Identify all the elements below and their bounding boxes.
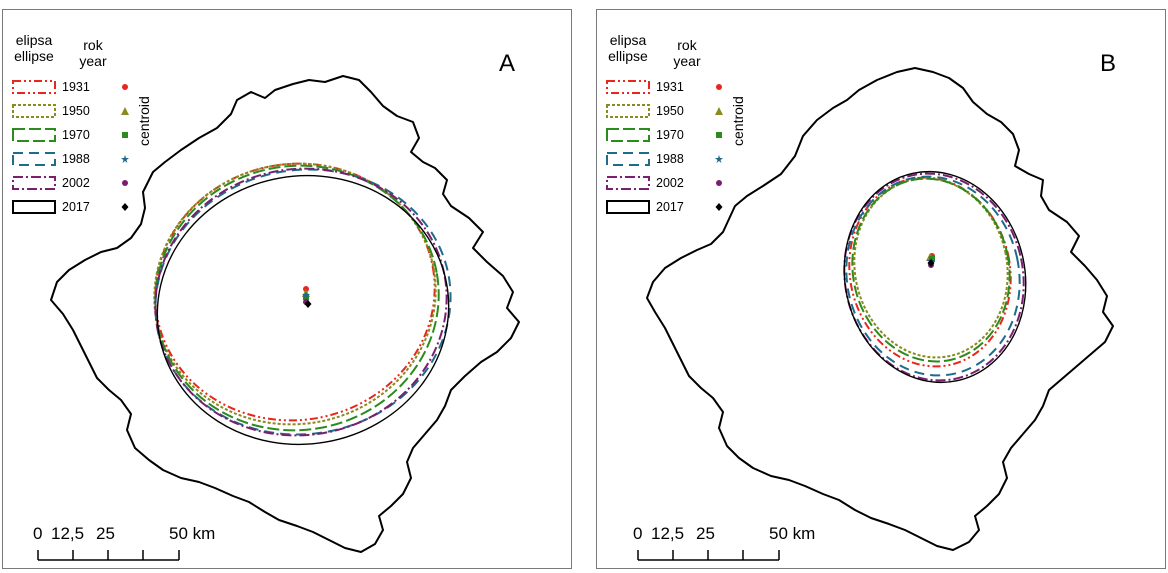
legend-entry-2002: 2002 <box>604 174 734 194</box>
legend-entry-2017: 2017 <box>10 198 140 218</box>
legend-header-ellipse: elipsa ellipse <box>604 32 652 64</box>
ellipse-2017 <box>136 153 470 468</box>
legend-header-year: rok year <box>662 37 712 69</box>
legend-centroid-marker <box>120 130 130 140</box>
legend-centroid-marker <box>714 154 724 164</box>
legend-header-year-en: year <box>662 53 712 69</box>
legend-centroid-label: centroid <box>730 96 746 146</box>
legend-swatch <box>10 174 58 192</box>
scale-bar: 0 12,5 25 50 km <box>633 524 803 564</box>
legend-header-year-cz: rok <box>662 37 712 53</box>
legend-centroid-marker <box>120 106 130 116</box>
legend-centroid-marker <box>120 82 130 92</box>
ellipse-1970 <box>836 164 1027 376</box>
legend-centroid-marker <box>714 130 724 140</box>
legend-entry-1970: 1970 <box>604 126 734 146</box>
ellipse-2002 <box>134 146 468 459</box>
legend-swatch <box>10 198 58 216</box>
legend-swatch <box>604 78 652 96</box>
legend-entry-1950: 1950 <box>604 102 734 122</box>
legend-year-label: 2017 <box>656 200 684 214</box>
scale-bar: 0 12,5 25 50 km <box>33 524 203 564</box>
legend-entry-1950: 1950 <box>10 102 140 122</box>
legend-entry-1970: 1970 <box>10 126 140 146</box>
legend-centroid-marker <box>120 154 130 164</box>
legend-header-ellipse-en: ellipse <box>10 48 58 64</box>
legend-year-label: 1950 <box>62 104 90 118</box>
legend-entry-1931: 1931 <box>604 78 734 98</box>
map-panel-a: A elipsa ellipse rok year 1931 1950 1970 19… <box>2 9 572 569</box>
legend-year-label: 1950 <box>656 104 684 118</box>
legend-centroid-marker <box>714 202 724 212</box>
legend-year-label: 2017 <box>62 200 90 214</box>
legend: elipsa ellipse rok year 1931 1950 1970 1988… <box>10 30 150 240</box>
legend-centroid-label: centroid <box>136 96 152 146</box>
legend-header-ellipse: elipsa ellipse <box>10 32 58 64</box>
ellipse-1970 <box>134 143 460 452</box>
legend-swatch <box>10 150 58 168</box>
legend-entry-2002: 2002 <box>10 174 140 194</box>
legend-swatch <box>10 126 58 144</box>
legend-header-year-en: year <box>68 53 118 69</box>
legend-centroid-marker <box>120 178 130 188</box>
legend-centroid-marker <box>714 106 724 116</box>
legend-entry-1988: 1988 <box>10 150 140 170</box>
legend-year-label: 1970 <box>62 128 90 142</box>
legend-entry-1988: 1988 <box>604 150 734 170</box>
legend-centroid-marker <box>714 82 724 92</box>
legend-header-ellipse-cz: elipsa <box>604 32 652 48</box>
legend-entry-1931: 1931 <box>10 78 140 98</box>
ellipse-1931 <box>832 162 1028 381</box>
legend-swatch <box>604 102 652 120</box>
legend-year-label: 1970 <box>656 128 684 142</box>
legend-year-label: 1931 <box>656 80 684 94</box>
panel-letter: B <box>1100 50 1116 78</box>
legend-header-ellipse-cz: elipsa <box>10 32 58 48</box>
legend-header-ellipse-en: ellipse <box>604 48 652 64</box>
legend-swatch <box>604 126 652 144</box>
legend-centroid-marker <box>714 178 724 188</box>
legend: elipsa ellipse rok year 1931 1950 1970 1988… <box>604 30 744 240</box>
legend-swatch <box>604 198 652 216</box>
ellipse-1931 <box>135 142 455 443</box>
panel-letter: A <box>499 50 515 78</box>
ellipse-2017 <box>825 155 1045 400</box>
legend-year-label: 2002 <box>62 176 90 190</box>
legend-year-label: 1988 <box>656 152 684 166</box>
scale-bar-ruler <box>33 524 203 564</box>
legend-year-label: 1931 <box>62 80 90 94</box>
legend-swatch <box>604 174 652 192</box>
map-panel-b: B elipsa ellipse rok year 1931 1950 1970 19… <box>596 9 1166 569</box>
legend-header-year: rok year <box>68 37 118 69</box>
legend-entry-2017: 2017 <box>604 198 734 218</box>
legend-swatch <box>10 102 58 120</box>
legend-swatch <box>604 150 652 168</box>
legend-swatch <box>10 78 58 96</box>
legend-header-year-cz: rok <box>68 37 118 53</box>
legend-centroid-marker <box>120 202 130 212</box>
scale-bar-ruler <box>633 524 803 564</box>
legend-year-label: 2002 <box>656 176 684 190</box>
legend-year-label: 1988 <box>62 152 90 166</box>
